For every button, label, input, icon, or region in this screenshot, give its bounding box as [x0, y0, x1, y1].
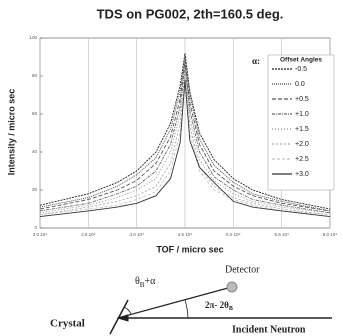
- legend-symbol: α:: [252, 56, 260, 66]
- legend-label: +1.0: [295, 111, 309, 118]
- angle-label: θB+α: [135, 276, 156, 288]
- data-line: [39, 75, 331, 216]
- legend-label: 0.0: [295, 81, 305, 88]
- legend-label: +2.0: [295, 141, 309, 148]
- y-axis-label: Intensity / micro sec: [6, 89, 16, 176]
- legend-title: Offset Angles: [280, 57, 322, 64]
- x-tick-label: 3.0 10⁴: [33, 232, 48, 237]
- legend-label: -0.5: [295, 66, 307, 73]
- incident-label: Incident Neutron: [232, 324, 306, 335]
- data-line: [39, 68, 331, 214]
- angle-text: 2π- 2θ: [205, 300, 229, 310]
- x-tick-label: 4.0 10⁴: [129, 232, 144, 237]
- detector-label: Detector: [225, 264, 260, 275]
- angle-subscript: B: [140, 281, 145, 289]
- data-line: [39, 53, 331, 210]
- y-tick-label: 20: [32, 187, 38, 192]
- angle-symbol: θ: [135, 276, 140, 287]
- y-tick-label: 40: [32, 149, 38, 154]
- diagram: [109, 281, 332, 335]
- scatter-beam: [117, 287, 229, 319]
- x-axis-label: TOF / micro sec: [156, 244, 223, 254]
- y-tick-label: 0: [34, 225, 37, 230]
- crystal-label: Crystal: [50, 318, 85, 330]
- chart-title: TDS on PG002, 2th=160.5 deg.: [97, 6, 284, 21]
- legend: -0.5 0.0 +0.5 +1.0 +1.5 +2.0 +2.5 +3.0: [272, 66, 309, 178]
- data-line: [39, 79, 331, 218]
- y-tick-label: 100: [29, 35, 37, 40]
- x-tick-label: 3.5 10⁴: [81, 232, 96, 237]
- angle-offset: +α: [144, 276, 156, 287]
- plot-area: 3.0 10⁴ 3.5 10⁴ 4.0 10⁴ 4.5 10⁴ 5.0 10⁴ 5.5 1…: [29, 35, 337, 237]
- data-line: [39, 64, 331, 214]
- legend-box: [267, 54, 335, 191]
- arrowhead: [116, 314, 129, 322]
- legend-label: +2.5: [295, 156, 309, 163]
- x-tick-label: 5.0 10⁴: [226, 232, 241, 237]
- data-line: [39, 60, 331, 212]
- x-tick-label: 4.5 10⁴: [178, 232, 193, 237]
- y-tick-label: 80: [32, 73, 38, 78]
- legend-label: +3.0: [295, 171, 309, 178]
- legend-label: +0.5: [295, 96, 309, 103]
- angle-arc: [184, 299, 189, 319]
- angle-label: 2π- 2θB: [205, 300, 233, 312]
- crystal-plane: [109, 299, 129, 335]
- data-line: [39, 56, 331, 212]
- x-tick-label: 6.0 10⁴: [323, 232, 338, 237]
- x-tick-label: 5.5 10⁴: [274, 232, 289, 237]
- detector-icon: [226, 281, 238, 293]
- data-line: [39, 72, 331, 216]
- y-tick-label: 60: [32, 111, 38, 116]
- angle-subscript: B: [229, 306, 233, 312]
- angle-arc: [123, 306, 132, 315]
- legend-label: +1.5: [295, 126, 309, 133]
